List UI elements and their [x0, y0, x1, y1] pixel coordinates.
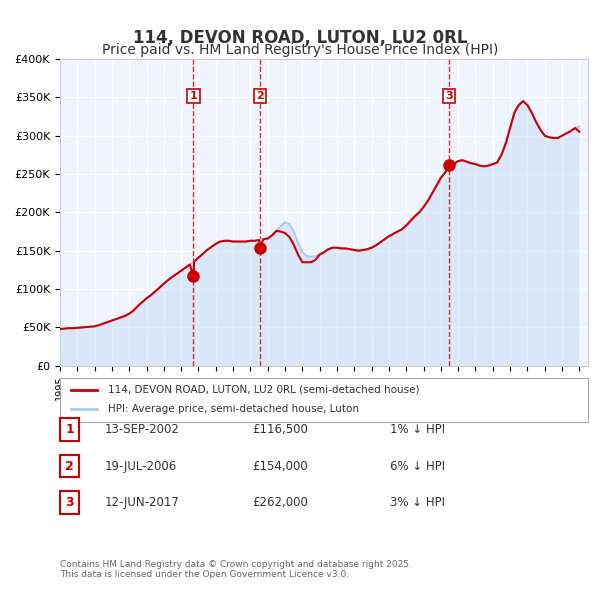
- Text: Contains HM Land Registry data © Crown copyright and database right 2025.
This d: Contains HM Land Registry data © Crown c…: [60, 560, 412, 579]
- Text: 2: 2: [65, 460, 74, 473]
- Text: 13-SEP-2002: 13-SEP-2002: [105, 423, 180, 436]
- Text: 19-JUL-2006: 19-JUL-2006: [105, 460, 177, 473]
- Text: 1% ↓ HPI: 1% ↓ HPI: [390, 423, 445, 436]
- Text: HPI: Average price, semi-detached house, Luton: HPI: Average price, semi-detached house,…: [107, 405, 359, 414]
- Text: 3: 3: [65, 496, 74, 509]
- Text: 3: 3: [445, 91, 452, 101]
- Text: £116,500: £116,500: [252, 423, 308, 436]
- Text: Price paid vs. HM Land Registry's House Price Index (HPI): Price paid vs. HM Land Registry's House …: [102, 43, 498, 57]
- Text: 114, DEVON ROAD, LUTON, LU2 0RL (semi-detached house): 114, DEVON ROAD, LUTON, LU2 0RL (semi-de…: [107, 385, 419, 395]
- Text: 12-JUN-2017: 12-JUN-2017: [105, 496, 180, 509]
- Text: £154,000: £154,000: [252, 460, 308, 473]
- Text: £262,000: £262,000: [252, 496, 308, 509]
- Text: 1: 1: [65, 423, 74, 436]
- Text: 2: 2: [256, 91, 264, 101]
- Text: 6% ↓ HPI: 6% ↓ HPI: [390, 460, 445, 473]
- Text: 114, DEVON ROAD, LUTON, LU2 0RL: 114, DEVON ROAD, LUTON, LU2 0RL: [133, 30, 467, 47]
- Text: 3% ↓ HPI: 3% ↓ HPI: [390, 496, 445, 509]
- Text: 1: 1: [190, 91, 197, 101]
